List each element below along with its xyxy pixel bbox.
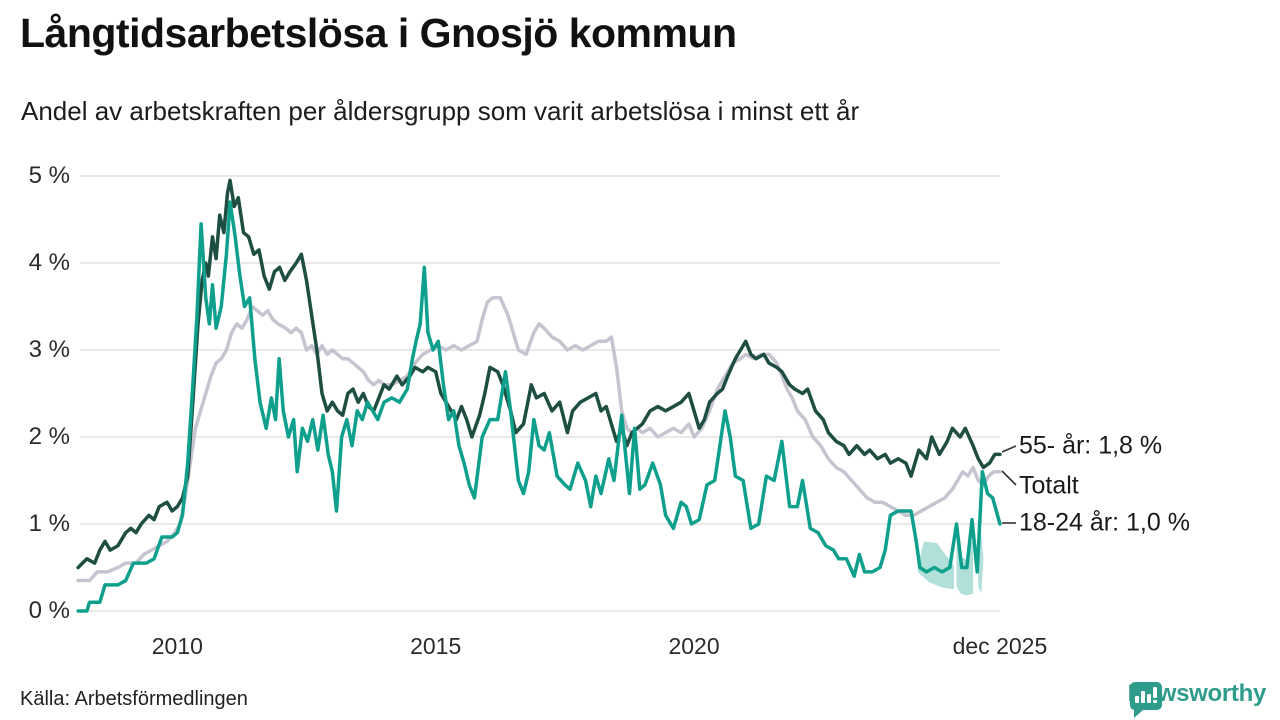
series-line-55- år <box>76 178 1002 570</box>
uncertainty-band-2 <box>978 528 984 594</box>
y-tick-label: 1 % <box>28 510 70 537</box>
series-line-Totalt <box>76 296 1002 583</box>
y-tick-label: 2 % <box>28 423 70 450</box>
uncertainty-band-0 <box>917 541 954 590</box>
y-tick-label: 3 % <box>28 336 70 363</box>
uncertainty-band-1 <box>956 528 974 596</box>
x-tick-label: 2015 <box>410 633 462 659</box>
end-label-connector-0 <box>1001 445 1017 453</box>
end-label-18-24: 18-24 år: 1,0 % <box>1019 508 1190 537</box>
y-tick-label: 5 % <box>28 162 70 189</box>
page-title: Långtidsarbetslösa i Gnosjö kommun <box>20 10 737 56</box>
x-tick-label: dec 2025 <box>952 633 1048 659</box>
chart-subtitle: Andel av arbetskraften per åldersgrupp s… <box>21 96 860 126</box>
newsworthy-logo: Newsworthy <box>1128 680 1266 718</box>
x-tick-label: 2010 <box>151 633 203 659</box>
y-tick-label: 0 % <box>28 597 70 624</box>
end-label-totalt: Totalt <box>1019 471 1079 500</box>
y-tick-label: 4 % <box>28 249 70 276</box>
x-tick-label: 2020 <box>668 633 720 659</box>
newsworthy-icon <box>1129 682 1162 718</box>
source-note: Källa: Arbetsförmedlingen <box>20 688 248 710</box>
end-label-connector-1 <box>1001 470 1017 486</box>
series-line-18-24 år <box>76 200 1002 613</box>
end-label-55-plus: 55- år: 1,8 % <box>1019 431 1163 460</box>
